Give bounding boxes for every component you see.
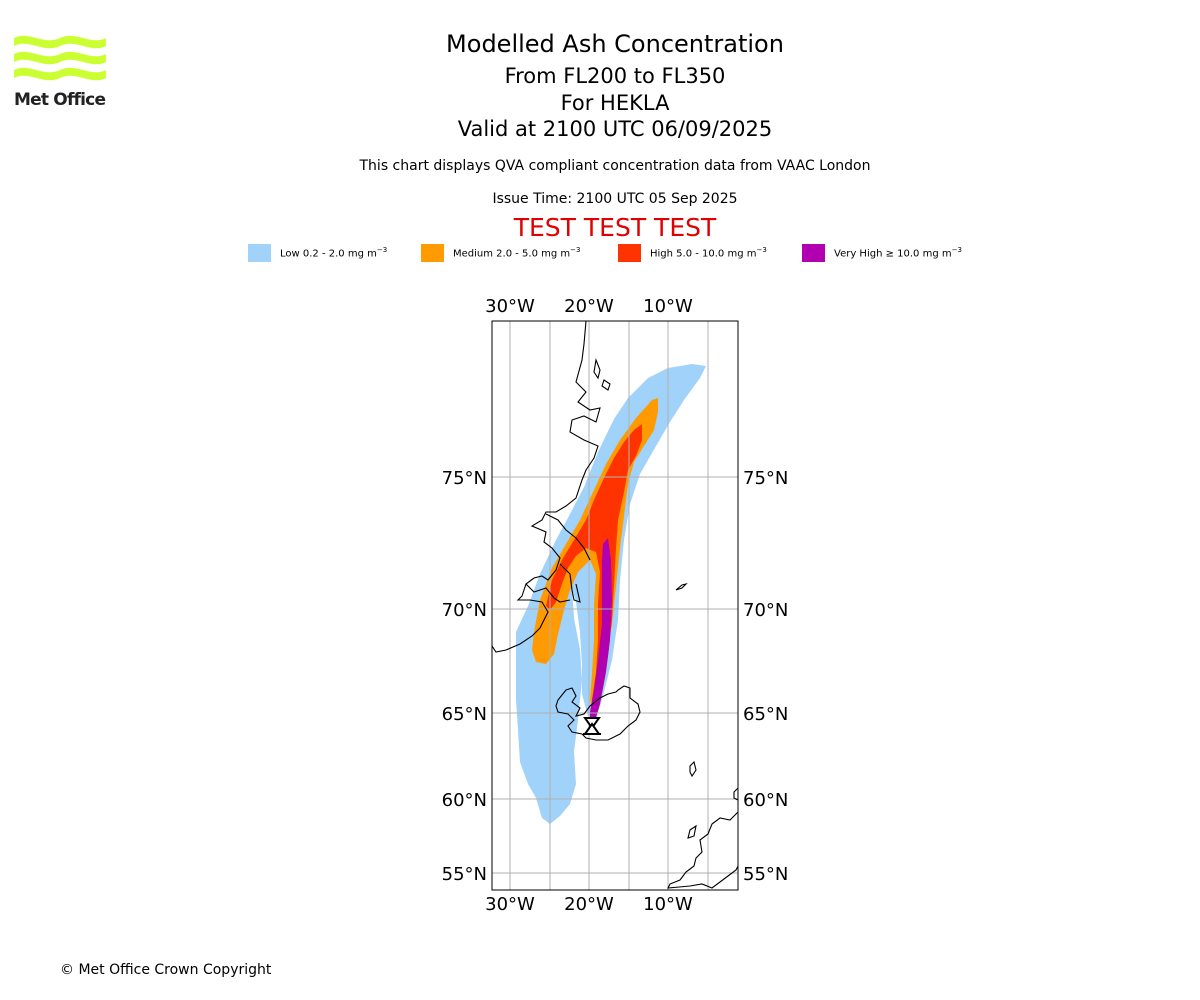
legend-swatch-medium — [421, 244, 444, 262]
legend-swatch-very-high — [802, 244, 825, 262]
jan-mayen-coast — [675, 582, 688, 591]
lat-label-right-70n: 70°N — [743, 600, 788, 621]
lon-label-bottom-10w: 10°W — [643, 894, 693, 915]
flight-levels: From FL200 to FL350 — [504, 64, 726, 88]
valid-time: Valid at 2100 UTC 06/09/2025 — [457, 117, 773, 141]
logo-text: Met Office — [14, 90, 106, 110]
hebrides-coast — [687, 824, 697, 839]
greenland-fjord-3 — [525, 583, 571, 603]
legend-item-high: High 5.0 - 10.0 mg m−3 — [618, 244, 767, 262]
legend-item-low: Low 0.2 - 2.0 mg m−3 — [248, 244, 387, 262]
legend: Low 0.2 - 2.0 mg m−3 Medium 2.0 - 5.0 mg… — [0, 244, 1200, 264]
ash-high-region — [546, 424, 642, 712]
legend-unit-high: −3 — [756, 246, 767, 255]
test-banner: TEST TEST TEST — [513, 213, 717, 242]
greenland-island-1 — [593, 357, 601, 380]
coastlines — [492, 321, 738, 889]
volcano-name: For HEKLA — [560, 91, 670, 115]
lat-label-left-70n: 70°N — [442, 600, 487, 621]
map-content — [492, 321, 738, 890]
norway-coast — [733, 787, 738, 801]
greenland-fjord-2 — [559, 563, 581, 603]
ash-very-high-region — [590, 538, 612, 732]
lat-label-right-60n: 60°N — [743, 790, 788, 811]
legend-item-very-high: Very High ≥ 10.0 mg m−3 — [802, 244, 962, 262]
legend-label-very-high: Very High ≥ 10.0 mg m — [834, 248, 952, 260]
lat-label-left-75n: 75°N — [442, 468, 487, 489]
lat-label-left-55n: 55°N — [442, 864, 487, 885]
legend-unit-very-high: −3 — [951, 246, 962, 255]
legend-swatch-high — [618, 244, 641, 262]
issue-time: Issue Time: 2100 UTC 05 Sep 2025 — [492, 191, 738, 207]
legend-label-medium: Medium 2.0 - 5.0 mg m — [453, 248, 571, 260]
lat-label-left-65n: 65°N — [442, 704, 487, 725]
legend-unit-medium: −3 — [570, 246, 581, 255]
lat-label-left-60n: 60°N — [442, 790, 487, 811]
lon-label-top-10w: 10°W — [643, 296, 693, 317]
met-office-waves-icon — [14, 35, 106, 81]
faroe-coast — [689, 760, 697, 778]
lon-label-bottom-30w: 30°W — [485, 894, 535, 915]
lon-label-bottom-20w: 20°W — [564, 894, 614, 915]
lat-label-right-65n: 65°N — [743, 704, 788, 725]
legend-unit-low: −3 — [376, 246, 388, 255]
lat-label-right-75n: 75°N — [743, 468, 788, 489]
chart-title: Modelled Ash Concentration — [446, 30, 784, 58]
scotland-coast — [667, 811, 738, 889]
volcano-marker-icon — [583, 717, 601, 735]
graticule — [492, 321, 738, 890]
met-office-logo: Met Office — [14, 30, 106, 112]
lon-label-top-30w: 30°W — [485, 296, 535, 317]
legend-label-high: High 5.0 - 10.0 mg m — [650, 248, 757, 260]
map-frame — [491, 320, 739, 891]
chart-description: This chart displays QVA compliant concen… — [359, 158, 871, 174]
iceland-coast — [555, 685, 641, 741]
greenland-fjord-1 — [545, 513, 591, 561]
legend-item-medium: Medium 2.0 - 5.0 mg m−3 — [421, 244, 580, 262]
copyright-notice: © Met Office Crown Copyright — [60, 962, 272, 978]
legend-swatch-low — [248, 244, 271, 262]
legend-label-low: Low 0.2 - 2.0 mg m — [280, 248, 377, 260]
lat-label-right-55n: 55°N — [743, 864, 788, 885]
greenland-island-2 — [601, 379, 611, 391]
greenland-coast — [492, 321, 601, 653]
lon-label-top-20w: 20°W — [564, 296, 614, 317]
